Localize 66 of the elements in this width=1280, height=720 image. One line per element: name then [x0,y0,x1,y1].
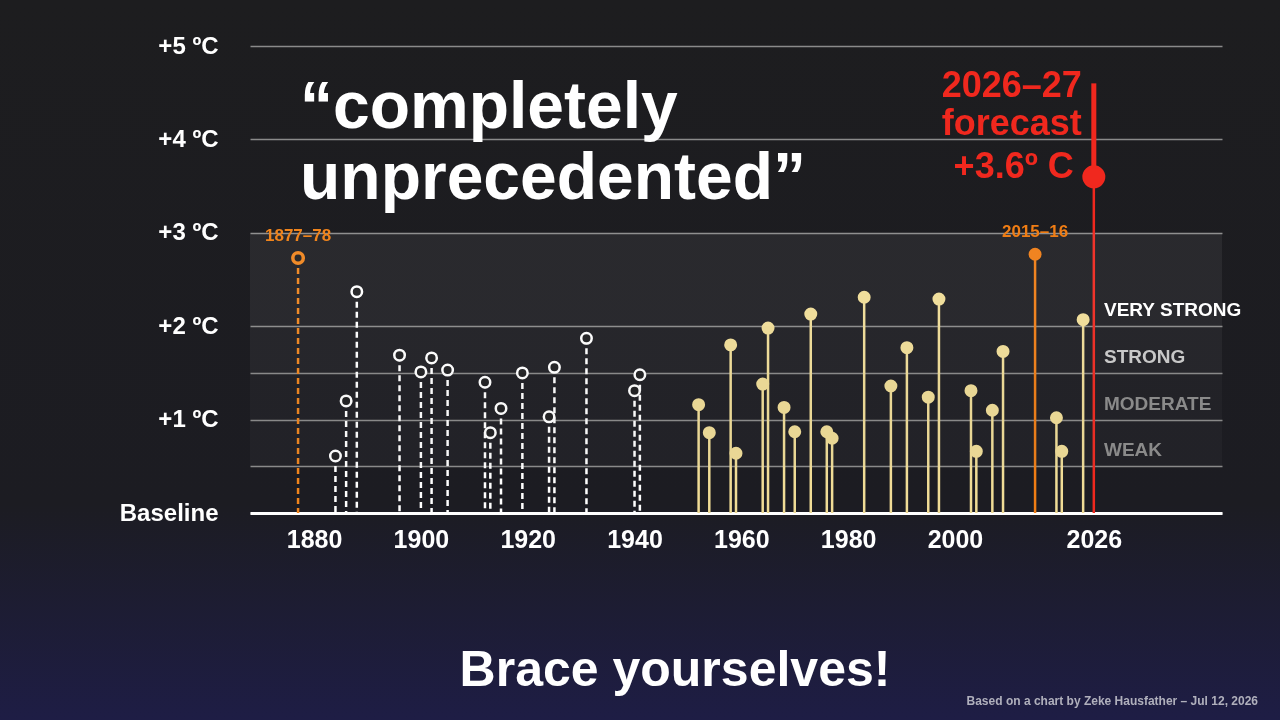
point [339,394,353,408]
point [884,379,898,393]
point [328,449,342,463]
x-tick-label: 1960 [714,524,770,553]
x-tick-label: 1900 [393,524,450,553]
point [985,403,999,417]
series-label: 1877–78 [264,226,332,246]
point [702,426,716,440]
point [756,377,770,391]
point [777,400,791,414]
point [900,341,914,355]
point [483,426,497,440]
point [494,401,508,415]
point [547,360,561,374]
point [1082,165,1106,189]
point [393,348,407,362]
point [692,398,706,412]
point [724,338,738,352]
point [425,351,439,365]
band-label: VERY STRONG [1104,299,1242,321]
y-tick-label: +3 ºC [158,218,219,246]
y-tick-label: +1 ºC [158,405,219,433]
text: Brace yourselves! [459,641,891,697]
band-label: MODERATE [1104,392,1212,414]
point [414,365,428,379]
point [1049,411,1063,425]
text: “completely unprecedented” [300,68,808,214]
point [478,375,492,389]
point [628,384,642,398]
point [964,384,978,398]
point [291,251,306,265]
point [804,307,818,321]
series-label: 2026–27 forecast [941,63,1082,143]
point [729,446,743,460]
data-label: +3.6º C [953,144,1074,186]
point [969,444,983,458]
point [825,431,839,445]
point [921,390,935,404]
point [761,321,775,335]
point [350,285,364,299]
point [579,331,593,345]
point [441,363,455,377]
band-label: WEAK [1104,439,1163,461]
x-tick-label: 1940 [607,524,663,553]
x-tick-label: 1920 [500,524,557,553]
y-tick-label: +5 ºC [158,31,219,59]
point [1028,247,1042,261]
point [932,292,946,306]
y-tick-label: +4 ºC [158,124,219,152]
x-tick-label: 2026 [1066,524,1123,553]
x-tick-label: 1880 [286,524,343,553]
x-tick-label: 1980 [820,524,877,553]
series-label: 2015–16 [1001,222,1069,242]
y-tick-label: +2 ºC [158,311,219,339]
point [788,425,802,439]
point [1076,313,1090,327]
point [857,290,871,304]
x-tick-label: 2000 [927,524,984,553]
point [1055,444,1069,458]
point [633,368,647,382]
y-tick-label: Baseline [119,498,219,526]
point [542,410,556,424]
point [996,344,1010,358]
text: Based on a chart by Zeke Hausfather – Jul 12, 2026 [966,694,1258,708]
point [515,366,529,380]
band-label: STRONG [1104,345,1186,367]
